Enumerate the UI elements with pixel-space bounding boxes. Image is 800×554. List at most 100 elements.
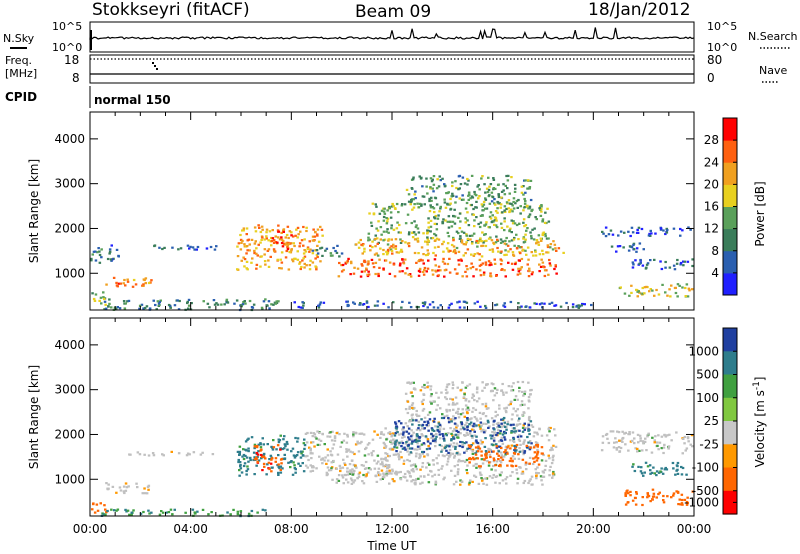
velocity-cell xyxy=(286,442,289,446)
velocity-cell xyxy=(503,438,507,441)
velocity-cell xyxy=(548,469,551,472)
power-cell xyxy=(485,221,488,224)
power-cell xyxy=(519,272,522,275)
power-cell xyxy=(91,253,94,256)
power-cell xyxy=(497,194,500,197)
power-cell xyxy=(480,263,483,266)
velocity-cell xyxy=(262,455,266,458)
power-cell xyxy=(509,227,512,230)
velocity-cell xyxy=(519,435,523,438)
velocity-cell xyxy=(624,494,627,497)
velocity-cell xyxy=(496,452,499,455)
velocity-cell xyxy=(441,433,444,436)
power-cell xyxy=(477,222,480,226)
power-cell xyxy=(265,228,269,231)
velocity-cell xyxy=(416,439,420,443)
power-cell xyxy=(659,260,662,263)
power-cell xyxy=(371,246,374,249)
velocity-cell xyxy=(479,421,483,424)
power-cell xyxy=(159,299,162,302)
velocity-cell xyxy=(631,431,635,434)
power-cell xyxy=(107,305,110,308)
power-cell xyxy=(540,207,543,210)
power-cell xyxy=(117,255,120,258)
power-cell xyxy=(94,259,98,262)
power-cell xyxy=(632,242,636,245)
velocity-cell xyxy=(443,439,446,442)
velocity-cell xyxy=(111,485,115,488)
velocity-cell xyxy=(685,447,689,450)
velocity-cell xyxy=(161,453,164,456)
power-cell xyxy=(453,268,457,271)
power-cell xyxy=(350,262,353,265)
power-cell xyxy=(484,244,488,248)
power-cell xyxy=(643,292,646,295)
velocity-cell xyxy=(528,440,532,443)
velocity-cell xyxy=(633,469,637,473)
power-cell xyxy=(311,252,315,255)
power-cell xyxy=(549,264,552,267)
velocity-cell xyxy=(304,464,308,467)
velocity-cell xyxy=(634,503,638,506)
velocity-cell xyxy=(475,388,479,391)
power-cell xyxy=(373,253,377,256)
velocity-cell xyxy=(510,389,513,392)
power-cell xyxy=(479,274,483,277)
velocity-cell xyxy=(473,430,476,433)
velocity-cell xyxy=(480,454,483,457)
velocity-cell xyxy=(143,487,146,490)
power-cell xyxy=(437,265,441,268)
power-cell xyxy=(112,276,116,279)
velocity-cell xyxy=(400,440,404,443)
velocity-cell xyxy=(487,407,490,410)
velocity-cell xyxy=(244,454,247,458)
power-cell xyxy=(691,264,694,268)
power-colorbar-label: Power [dB] xyxy=(753,181,767,246)
power-cell xyxy=(410,199,413,202)
power-cell xyxy=(664,232,667,236)
power-cell xyxy=(522,221,525,224)
velocity-cell xyxy=(328,435,332,438)
power-cell xyxy=(629,234,632,238)
power-cell xyxy=(431,301,435,304)
power-cell xyxy=(144,282,147,285)
power-cell xyxy=(288,250,291,254)
power-cell xyxy=(193,248,196,251)
power-cell xyxy=(503,305,507,308)
power-cell xyxy=(319,247,322,250)
velocity-cell xyxy=(394,421,397,424)
velocity-cell xyxy=(516,414,519,417)
power-cell xyxy=(143,306,147,310)
velocity-cell xyxy=(434,439,437,442)
power-cell xyxy=(187,304,191,307)
velocity-cell xyxy=(122,485,126,488)
velocity-cell xyxy=(505,411,508,414)
velocity-cell xyxy=(435,432,438,436)
velocity-cell xyxy=(639,439,642,442)
velocity-cell xyxy=(513,448,516,452)
power-cell xyxy=(110,259,113,262)
freq-tick-8: 8 xyxy=(72,71,80,85)
velocity-cell xyxy=(645,449,648,452)
velocity-cell xyxy=(252,451,256,454)
power-cell xyxy=(545,251,548,254)
velocity-cell xyxy=(615,447,618,450)
power-cell xyxy=(462,243,466,246)
power-cell xyxy=(432,306,436,309)
power-cell xyxy=(405,188,409,191)
power-cell xyxy=(189,245,192,248)
power-cell xyxy=(340,264,343,267)
power-colorbar-swatch xyxy=(723,118,737,141)
velocity-cell xyxy=(418,445,422,448)
velocity-cell xyxy=(647,495,651,498)
power-cell xyxy=(216,303,220,306)
power-cell xyxy=(516,206,519,209)
velocity-cell xyxy=(484,454,487,457)
power-cell xyxy=(418,202,422,205)
velocity-cell xyxy=(495,433,498,437)
power-cell xyxy=(243,243,246,246)
velocity-cell xyxy=(513,398,516,401)
velocity-cell xyxy=(523,392,526,396)
power-cell xyxy=(392,204,395,208)
velocity-cell xyxy=(455,429,458,433)
